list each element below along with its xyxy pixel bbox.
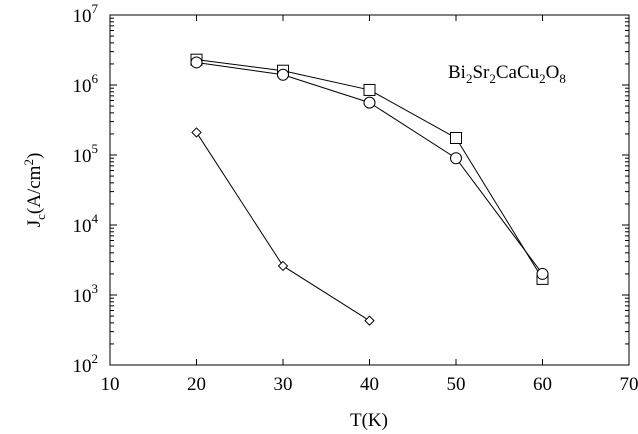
y-axis-label: Jc(A/cm2) [21, 153, 48, 228]
y-tick-label: 106 [73, 71, 99, 97]
y-tick-label: 103 [73, 281, 99, 307]
data-point-diamond [277, 260, 289, 272]
x-tick-label: 60 [533, 374, 552, 395]
data-point-diamond [364, 315, 375, 326]
y-tick-label: 104 [73, 211, 99, 237]
data-point-circle [536, 267, 549, 280]
y-axis-ticks: 102 103 104 105 106 107 [73, 1, 629, 377]
data-point-circle [363, 96, 376, 109]
data-point-circle [190, 56, 203, 69]
data-point-circle [450, 152, 462, 165]
x-tick-label: 50 [447, 374, 466, 395]
x-tick-label: 40 [360, 374, 379, 395]
x-axis-ticks: 10 20 30 40 50 60 70 [101, 15, 638, 395]
series-layer [190, 53, 549, 326]
y-tick-label: 102 [73, 351, 99, 377]
x-tick-label: 10 [101, 374, 120, 395]
data-point-square [450, 131, 462, 144]
data-point-circle [277, 68, 289, 81]
y-tick-label: 105 [73, 141, 99, 167]
x-tick-label: 70 [620, 374, 638, 395]
x-axis-label: T(K) [350, 410, 388, 431]
x-tick-label: 30 [274, 374, 293, 395]
series-line-diamond [196, 132, 370, 322]
y-tick-label: 107 [73, 1, 99, 27]
data-point-square [363, 83, 376, 96]
x-tick-label: 20 [187, 374, 206, 395]
data-point-diamond [191, 127, 202, 138]
compound-annotation: Bi2Sr2CaCu2O8 [448, 62, 566, 86]
